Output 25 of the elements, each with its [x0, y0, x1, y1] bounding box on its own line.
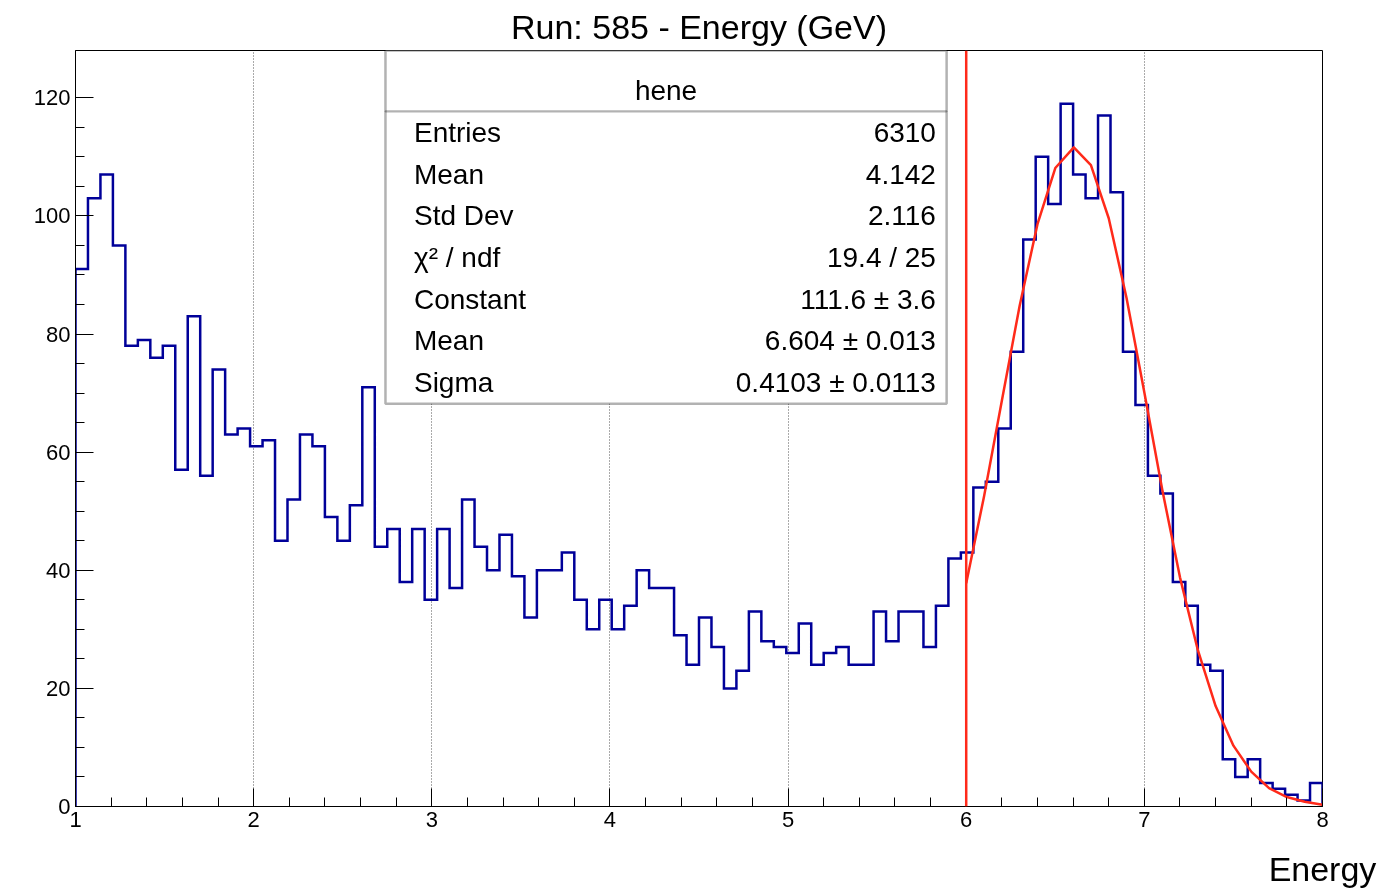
y-tick-label: 100	[33, 203, 71, 229]
x-tick-label: 3	[425, 806, 438, 832]
y-tick-label: 0	[58, 794, 71, 819]
text: Entries 6310	[413, 117, 936, 149]
y-tick-label: 120	[33, 85, 71, 111]
x-tick-label: 7	[1138, 806, 1151, 832]
y-tick-label: 40	[46, 557, 71, 583]
chart-title: Run: 585 - Energy (GeV)	[510, 7, 888, 46]
x-tick-label: 5	[781, 806, 795, 832]
text: Mean 4.142	[413, 158, 936, 190]
y-tick-label: 80	[46, 321, 71, 347]
text: Sigma 0.4103 ± 0.0113	[413, 366, 936, 398]
x-tick-label: 4	[603, 806, 617, 832]
x-tick-label: 8	[1316, 806, 1329, 832]
text: Std Dev 2.116	[413, 200, 936, 232]
x-axis-title: Energy	[1268, 849, 1377, 888]
x-tick-label: 2	[247, 806, 260, 832]
x-tick-label: 6	[960, 806, 973, 832]
text: Mean 6.604 ± 0.013	[413, 325, 936, 357]
x-tick-label: 1	[69, 806, 82, 832]
y-tick-label: 60	[46, 439, 71, 465]
y-tick-label: 20	[46, 675, 71, 701]
text: χ² / ndf 19.4 / 25	[413, 242, 936, 274]
text: Constant 111.6 ± 3.6	[413, 283, 936, 315]
annotation: hene	[634, 74, 698, 106]
